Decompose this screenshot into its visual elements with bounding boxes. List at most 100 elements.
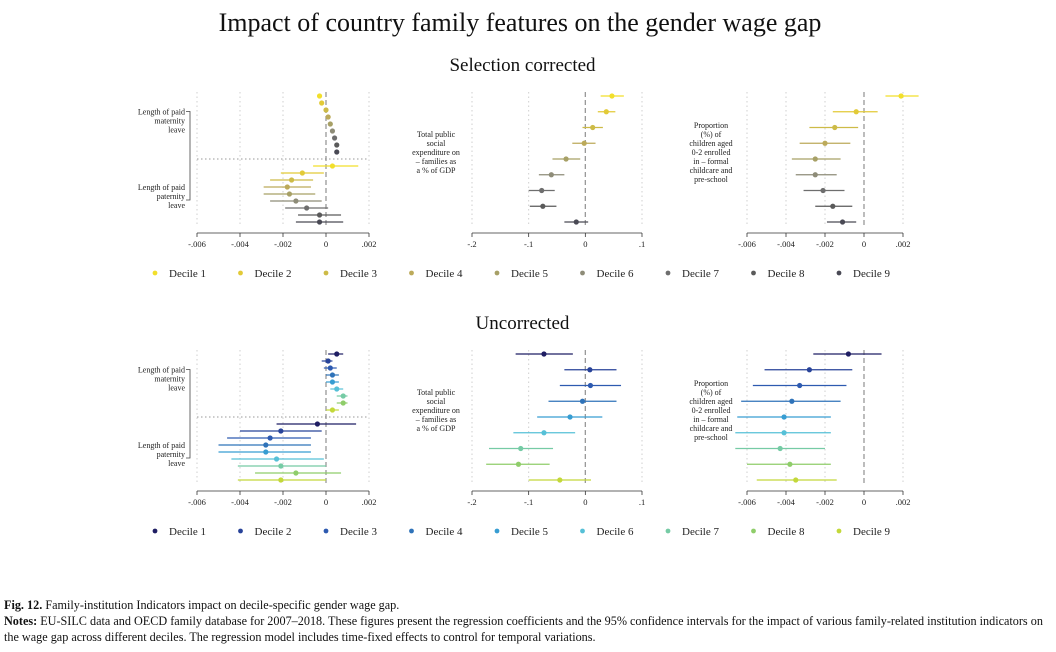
coefficient-point (832, 125, 837, 130)
coefficient-point (541, 351, 546, 356)
x-tick-label: -.004 (777, 239, 795, 249)
coefficient-point (846, 351, 851, 356)
coefficient-point (287, 191, 292, 196)
x-tick-label: 0 (583, 239, 587, 249)
legend-marker (409, 529, 414, 534)
coefficient-point (587, 367, 592, 372)
x-tick-label: 0 (324, 239, 328, 249)
legend-marker (409, 271, 414, 276)
legend-label: Decile 9 (853, 526, 890, 538)
legend-label: Decile 2 (255, 526, 292, 538)
legend-label: Decile 2 (255, 268, 292, 280)
row-label: Length of paid (138, 441, 185, 450)
coefficient-point (330, 128, 335, 133)
x-tick-label: 0 (583, 497, 587, 507)
row-label: expenditure on (412, 148, 460, 157)
coefficient-point (840, 219, 845, 224)
coefficient-point (332, 135, 337, 140)
coefficient-point (319, 100, 324, 105)
coefficient-point (315, 421, 320, 426)
x-tick-label: .002 (896, 497, 911, 507)
row-label: maternity (154, 375, 185, 384)
row-label: Total public (417, 388, 456, 397)
coefficient-point (304, 205, 309, 210)
row-label: a % of GDP (417, 166, 456, 175)
coefficient-point (317, 219, 322, 224)
legend-label: Decile 5 (511, 526, 548, 538)
row-label: in – formal (693, 157, 729, 166)
coefficient-point (781, 430, 786, 435)
legend-label: Decile 6 (597, 526, 634, 538)
row-label: childcare and (690, 424, 733, 433)
legend-label: Decile 8 (768, 526, 805, 538)
x-tick-label: -.002 (274, 497, 292, 507)
legend-marker (324, 271, 329, 276)
row-label: 0-2 enrolled (692, 406, 731, 415)
coefficient-point (793, 477, 798, 482)
coefficient-point (540, 204, 545, 209)
coefficient-point (328, 365, 333, 370)
x-tick-label: -.004 (231, 497, 249, 507)
x-tick-label: .1 (639, 497, 645, 507)
coefficient-point (604, 109, 609, 114)
row-label: leave (168, 126, 185, 135)
legend-marker (666, 271, 671, 276)
legend-marker (495, 529, 500, 534)
x-tick-label: -.006 (188, 497, 206, 507)
x-tick-label: -.006 (738, 239, 756, 249)
x-tick-label: .1 (639, 239, 645, 249)
coefficient-point (797, 383, 802, 388)
coefficient-point (518, 446, 523, 451)
x-tick-label: 0 (862, 239, 866, 249)
x-tick-label: .002 (362, 497, 377, 507)
coefficient-point (898, 93, 903, 98)
x-tick-label: .002 (362, 239, 377, 249)
row-label: children aged (689, 139, 732, 148)
coefficient-point (334, 149, 339, 154)
legend-marker (580, 271, 585, 276)
coefficient-point (557, 477, 562, 482)
legend-label: Decile 1 (169, 526, 206, 538)
coefficient-point (293, 198, 298, 203)
coefficient-point (289, 177, 294, 182)
legend-label: Decile 7 (682, 526, 719, 538)
label-bracket (186, 370, 190, 459)
legend-label: Decile 4 (426, 268, 463, 280)
row-label: leave (168, 384, 185, 393)
legend-label: Decile 1 (169, 268, 206, 280)
coefficient-point (574, 219, 579, 224)
row-label: children aged (689, 397, 732, 406)
row-label: maternity (154, 117, 185, 126)
legend-marker (153, 529, 158, 534)
row-label: expenditure on (412, 406, 460, 415)
x-tick-label: -.002 (816, 239, 834, 249)
x-tick-label: -.2 (467, 497, 476, 507)
x-tick-label: 0 (324, 497, 328, 507)
coefficient-point (807, 367, 812, 372)
coefficient-point (326, 358, 331, 363)
row-label: social (427, 139, 446, 148)
coefficient-point (317, 212, 322, 217)
row-label: leave (168, 201, 185, 210)
row-label: a % of GDP (417, 424, 456, 433)
row-label: – families as (415, 415, 456, 424)
legend-label: Decile 5 (511, 268, 548, 280)
coefficient-point (268, 435, 273, 440)
legend-marker (751, 271, 756, 276)
coefficient-point (285, 184, 290, 189)
row-label: Length of paid (138, 366, 185, 375)
coefficient-point (813, 172, 818, 177)
row-label: leave (168, 459, 185, 468)
legend-label: Decile 3 (340, 268, 377, 280)
legend-marker (837, 529, 842, 534)
coefficient-point (317, 93, 322, 98)
row-label: – families as (415, 157, 456, 166)
coefficient-point (567, 414, 572, 419)
x-tick-label: -.002 (274, 239, 292, 249)
row-label: pre-school (694, 175, 729, 184)
coefficient-point (609, 93, 614, 98)
coefficient-point (278, 428, 283, 433)
row-label: Proportion (694, 121, 728, 130)
row-label: in – formal (693, 415, 729, 424)
